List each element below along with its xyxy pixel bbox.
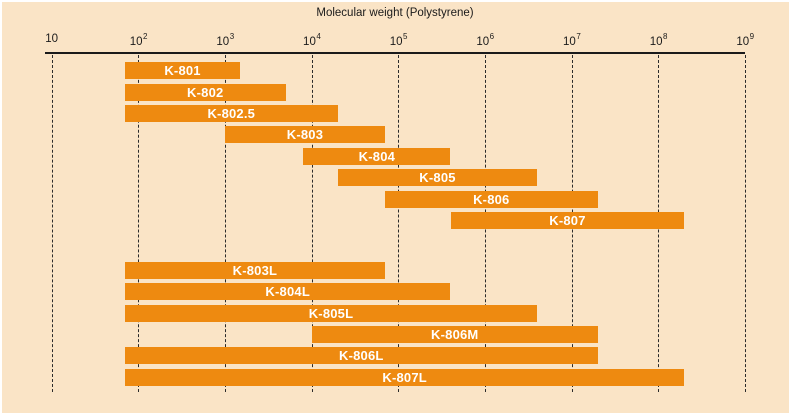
bar-label: K-807L — [382, 369, 427, 385]
bar-label: K-806 — [473, 191, 510, 207]
bar-label: K-804 — [358, 148, 396, 164]
bar-label: K-806M — [431, 326, 479, 342]
range-bar-k-807: K-807 — [450, 212, 685, 230]
bar-label: K-802.5 — [207, 105, 256, 121]
bar-label: K-805 — [419, 170, 456, 186]
tick-exponent: 8 — [662, 32, 668, 41]
x-axis-line — [45, 52, 745, 54]
gridline-10e5 — [398, 55, 400, 392]
range-bar-k-806l: K-806L — [124, 347, 598, 365]
tick-exponent: 9 — [749, 32, 755, 41]
range-bar-k-801: K-801 — [124, 62, 241, 79]
x-tick-label-10e3: 103 — [216, 32, 235, 48]
gridline-10e9 — [744, 55, 746, 392]
x-axis-title: Molecular weight (Polystyrene) — [316, 7, 474, 19]
range-bar-k-802.5: K-802.5 — [124, 104, 338, 122]
tick-exponent: 5 — [403, 32, 408, 41]
x-tick-label-10e5: 105 — [389, 32, 408, 48]
bar-label: K-804L — [265, 284, 310, 300]
bar-label: K-805L — [308, 305, 354, 321]
x-tick-label-10e9: 109 — [736, 32, 755, 48]
range-bar-k-805l: K-805L — [124, 304, 538, 322]
bar-label: K-803L — [232, 263, 278, 278]
range-bar-k-806m: K-806M — [311, 325, 598, 343]
x-tick-label-10e7: 107 — [563, 32, 581, 48]
tick-exponent: 4 — [316, 32, 321, 41]
range-bar-k-803: K-803 — [225, 126, 385, 144]
gridline-10e4 — [311, 55, 313, 392]
tick-exponent: 2 — [143, 32, 148, 41]
gridline-10e3 — [225, 55, 227, 392]
x-tick-label-10e1: 10 — [45, 33, 59, 45]
bar-label: K-807 — [549, 213, 586, 229]
tick-exponent: 7 — [576, 32, 581, 41]
range-bar-k-802: K-802 — [124, 83, 286, 101]
range-bar-k-805: K-805 — [337, 169, 538, 187]
x-tick-label-10e4: 104 — [303, 32, 321, 48]
range-bar-k-804l: K-804L — [124, 283, 451, 301]
gridline-10e2 — [138, 55, 140, 392]
bar-label: K-803 — [286, 127, 324, 143]
bar-label: K-802 — [187, 84, 224, 100]
gridline-10e1 — [51, 55, 53, 392]
tick-exponent: 6 — [489, 32, 495, 41]
range-bar-k-806: K-806 — [384, 190, 598, 208]
x-tick-label-10e6: 106 — [476, 32, 495, 48]
x-tick-label-10e8: 108 — [649, 32, 668, 48]
range-bar-k-803l: K-803L — [124, 262, 385, 279]
bar-label: K-806L — [339, 348, 384, 364]
range-bar-k-807l: K-807L — [124, 368, 685, 386]
x-tick-label-10e2: 102 — [129, 32, 148, 48]
tick-exponent: 3 — [229, 32, 235, 41]
range-bar-k-804: K-804 — [303, 147, 451, 165]
bar-label: K-801 — [164, 63, 201, 78]
